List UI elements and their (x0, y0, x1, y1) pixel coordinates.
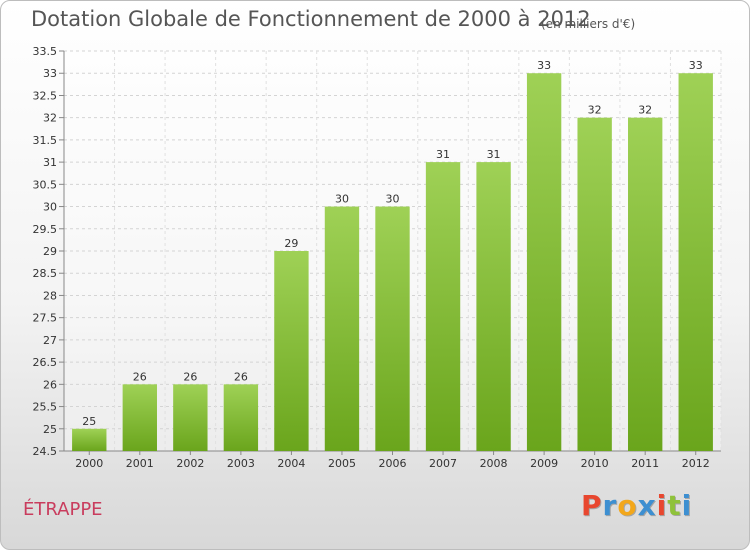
logo-letter: r (602, 489, 618, 522)
data-label: 31 (436, 148, 450, 161)
x-tick-label: 2008 (480, 457, 508, 470)
y-tick-label: 31.5 (33, 134, 58, 147)
y-tick-label: 30.5 (33, 178, 58, 191)
chart-units: (en milliers d'€) (541, 17, 636, 31)
data-label: 25 (82, 415, 96, 428)
bar (274, 251, 309, 451)
logo-letter: i (681, 489, 693, 522)
proxiti-logo[interactable]: Proxiti (581, 489, 692, 522)
x-tick-label: 2001 (126, 457, 154, 470)
y-tick-label: 30 (43, 201, 57, 214)
data-label: 32 (588, 104, 602, 117)
chart-title: Dotation Globale de Fonctionnement de 20… (31, 7, 591, 31)
bar (476, 162, 511, 451)
logo-letter: t (667, 489, 682, 522)
logo-letter: i (656, 489, 668, 522)
labels: 24.5 25 25.5 26 26.5 27 27.5 28 28.5 29 29.5 30 30.5… (33, 45, 710, 470)
bar (324, 206, 360, 451)
bar (425, 162, 461, 451)
y-tick-label: 27.5 (33, 312, 58, 325)
y-tick-label: 26.5 (33, 356, 58, 369)
data-label: 29 (284, 237, 298, 250)
data-label: 26 (183, 370, 197, 383)
x-tick-label: 2003 (227, 457, 255, 470)
commune-name: ÉTRAPPE (23, 499, 103, 520)
x-tick-label: 2009 (530, 457, 558, 470)
bar (223, 384, 259, 451)
logo-letter: x (637, 489, 657, 522)
x-tick-label: 2002 (176, 457, 204, 470)
x-tick-label: 2012 (682, 457, 710, 470)
data-label: 26 (234, 370, 248, 383)
x-tick-label: 2005 (328, 457, 356, 470)
y-tick-label: 33 (43, 67, 57, 80)
y-tick-label: 31 (43, 156, 57, 169)
bar (173, 384, 208, 451)
data-label: 32 (638, 104, 652, 117)
bar (577, 117, 612, 452)
y-tick-label: 25 (43, 423, 57, 436)
data-label: 30 (386, 193, 400, 206)
data-label: 26 (133, 370, 147, 383)
y-tick-label: 29.5 (33, 223, 58, 236)
logo-letter: P (581, 489, 603, 522)
logo-letter: o (617, 489, 638, 522)
y-tick-label: 25.5 (33, 401, 58, 414)
data-label: 33 (537, 59, 551, 72)
bar (122, 384, 157, 451)
y-tick-label: 29 (43, 245, 57, 258)
data-label: 33 (689, 59, 703, 72)
x-tick-label: 2011 (631, 457, 659, 470)
bar (628, 117, 663, 452)
x-tick-label: 2010 (581, 457, 609, 470)
y-tick-label: 32.5 (33, 89, 58, 102)
y-tick-label: 32 (43, 112, 57, 125)
x-tick-label: 2007 (429, 457, 457, 470)
bar (375, 206, 410, 451)
y-tick-label: 27 (43, 334, 57, 347)
data-label: 30 (335, 193, 349, 206)
x-tick-label: 2004 (277, 457, 305, 470)
y-tick-label: 24.5 (33, 445, 58, 458)
y-tick-label: 26 (43, 378, 57, 391)
data-label: 31 (487, 148, 501, 161)
bar (526, 73, 562, 451)
y-tick-label: 28.5 (33, 267, 58, 280)
y-tick-label: 28 (43, 289, 57, 302)
bar (72, 428, 107, 451)
x-tick-label: 2006 (379, 457, 407, 470)
y-tick-label: 33.5 (33, 45, 58, 58)
bars (72, 73, 713, 452)
x-tick-label: 2000 (75, 457, 103, 470)
bar (678, 73, 713, 451)
